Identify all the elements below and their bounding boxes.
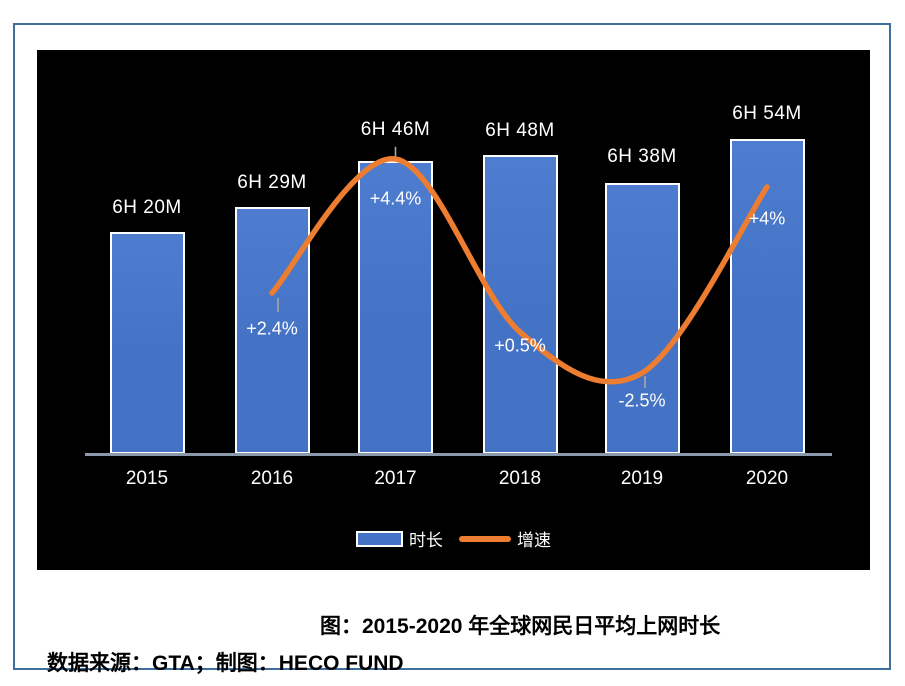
bar-2015 bbox=[109, 232, 185, 454]
bar-value-label-2020: 6H 54M bbox=[732, 102, 802, 124]
growth-rate-label-2017: +4.4% bbox=[369, 188, 422, 209]
growth-rate-label-2020: +4% bbox=[748, 208, 786, 229]
bar-value-label-2015: 6H 20M bbox=[112, 197, 182, 219]
legend-line-label: 增速 bbox=[517, 531, 551, 550]
x-axis-tick-2018: 2018 bbox=[498, 468, 542, 489]
chart-legend: 时长 增速 bbox=[37, 526, 870, 551]
bar-value-label-2018: 6H 48M bbox=[485, 120, 555, 142]
bar-value-label-2016: 6H 29M bbox=[237, 172, 307, 194]
legend-line-swatch bbox=[459, 535, 511, 542]
growth-rate-label-2016: +2.4% bbox=[246, 318, 298, 339]
legend-bars-label: 时长 bbox=[409, 531, 443, 550]
bar-value-label-2017: 6H 46M bbox=[360, 118, 431, 140]
x-axis-tick-2019: 2019 bbox=[620, 468, 664, 489]
growth-rate-label-2018: +0.5% bbox=[494, 335, 546, 356]
bar-2019 bbox=[604, 182, 680, 454]
x-axis-tick-2016: 2016 bbox=[250, 468, 294, 489]
x-axis-tick-2015: 2015 bbox=[125, 468, 169, 489]
legend-bar-swatch bbox=[356, 530, 403, 547]
growth-line bbox=[269, 156, 770, 385]
chart-caption: 图：2015-2020 年全球网民日平均上网时长 bbox=[320, 615, 721, 638]
page-border-frame: 6H 20M 2015 6H 29M 2016 +2.4% 6H 46M 2017 +4.4%… bbox=[13, 23, 891, 675]
chart-area: 6H 20M 2015 6H 29M 2016 +2.4% 6H 46M 2017 +4.4%… bbox=[37, 50, 870, 570]
x-axis-tick-2020: 2020 bbox=[745, 468, 789, 489]
bar-value-label-2019: 6H 38M bbox=[607, 145, 677, 167]
x-axis-line bbox=[85, 452, 832, 456]
data-source-line: 数据来源：GTA；制图：HECO FUND bbox=[47, 652, 404, 675]
growth-line-layer bbox=[269, 146, 770, 388]
x-axis-tick-2017: 2017 bbox=[374, 468, 417, 489]
bar-2016 bbox=[234, 207, 310, 454]
labels-layer: 6H 20M 2015 6H 29M 2016 +2.4% 6H 46M 2017 +4.4%… bbox=[37, 50, 870, 570]
growth-rate-label-2019: -2.5% bbox=[618, 390, 666, 411]
